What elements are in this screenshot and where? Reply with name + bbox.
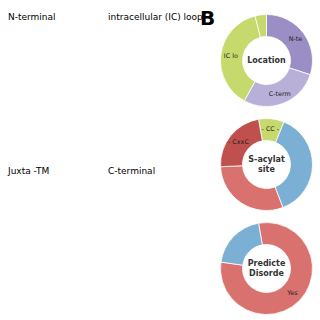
svg-text:IC lo: IC lo [224,52,238,60]
svg-text:C-term: C-term [269,90,291,98]
html-text:N-terminal: N-terminal [8,12,56,22]
html-text:S-acylat site: S-acylat site [248,154,285,174]
html-text:Location: Location [247,55,286,65]
svg-text:N-te: N-te [289,35,303,43]
html-text:Predicte Disorde: Predicte Disorde [247,258,286,278]
html-text:C-terminal: C-terminal [108,166,156,176]
svg-text:- CxxC: - CxxC [228,138,249,146]
svg-text:Yes: Yes [286,289,298,297]
html-text:B: B [200,6,216,30]
html-text:intracellular (IC) loop: intracellular (IC) loop [108,12,203,22]
svg-text:- CC -: - CC - [262,125,280,133]
html-text:Juxta -TM: Juxta -TM [8,166,50,176]
